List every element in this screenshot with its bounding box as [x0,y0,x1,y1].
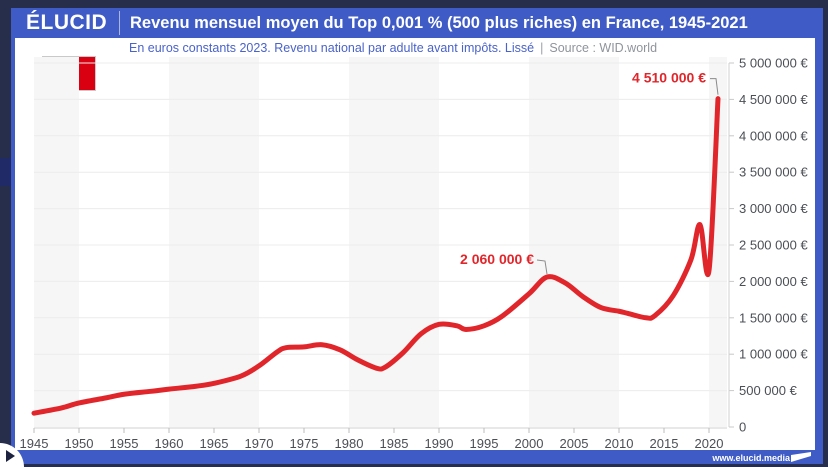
y-tick-label: 4 500 000 € [739,92,808,107]
y-tick-label: 0 [739,420,746,435]
background-app-row [0,158,12,186]
x-tick-label: 1960 [155,436,184,451]
footer-url-link[interactable]: www.elucid.media [712,453,790,463]
x-tick-label: 1965 [200,436,229,451]
y-tick-label: 1 500 000 € [739,310,808,325]
x-tick-label: 1950 [65,436,94,451]
subtitle-separator: | [540,41,544,55]
brand-logo: ÉLUCID [26,11,108,34]
x-tick-label: 1995 [470,436,499,451]
x-tick-label: 1975 [290,436,319,451]
annotation-label: 2 060 000 € [460,251,534,267]
chart-footer: www.elucid.media [11,450,823,464]
x-tick-label: 2015 [650,436,679,451]
x-tick-label: 2010 [605,436,634,451]
y-tick-label: 3 500 000 € [739,165,808,180]
shaded-band [34,57,79,427]
shaded-bands [34,57,727,427]
x-tick-label: 1990 [425,436,454,451]
x-tick-label: 2000 [515,436,544,451]
y-tick-label: 500 000 € [739,383,798,398]
y-tick-label: 1 000 000 € [739,347,808,362]
subtitle-text: En euros constants 2023. Revenu national… [129,41,535,55]
annotation-leader-line [536,259,548,275]
chart-subtitle: En euros constants 2023. Revenu national… [129,41,657,55]
y-tick-label: 5 000 000 € [739,56,808,71]
annotation-label: 4 510 000 € [632,70,706,86]
annotation-leader-line [710,78,719,95]
series-line [31,96,721,416]
x-tick-label: 2020 [695,436,724,451]
source-label: Source : WID.world [549,41,658,55]
annotations-layer: 2 060 000 € 4 510 000 € [460,70,719,275]
shaded-band [349,57,439,427]
x-tick-label: 1945 [20,436,49,451]
x-tick-label: 1970 [245,436,274,451]
series-layer [31,96,721,416]
y-tick-label: 4 000 000 € [739,128,808,143]
y-tick-label: 2 500 000 € [739,238,808,253]
x-axis: 1945 1950 1955 1960 1965 1970 1975 1980 1985 1990… [20,427,727,451]
shaded-band [169,57,259,427]
x-tick-label: 1985 [380,436,409,451]
x-tick-label: 2005 [560,436,589,451]
elucid-mark-icon [791,452,811,462]
chart-title: Revenu mensuel moyen du Top 0,001 % (500… [130,13,748,32]
x-tick-label: 1980 [335,436,364,451]
header-divider [119,11,120,35]
y-tick-label: 2 000 000 € [739,274,808,289]
y-tick-label: 3 000 000 € [739,201,808,216]
flag-red-stripe [77,57,95,90]
x-tick-label: 1955 [110,436,139,451]
y-axis: 0 500 000 € 1 000 000 € 1 500 000 € 2 000 00… [728,56,808,435]
shaded-band [529,57,619,427]
play-icon [6,450,15,462]
chart-header: ÉLUCID Revenu mensuel moyen du Top 0,001… [11,8,823,38]
gridlines [34,62,727,392]
